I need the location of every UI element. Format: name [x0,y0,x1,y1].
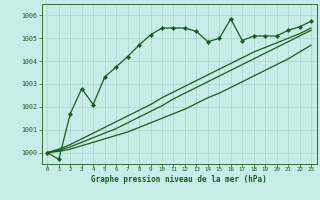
X-axis label: Graphe pression niveau de la mer (hPa): Graphe pression niveau de la mer (hPa) [91,175,267,184]
